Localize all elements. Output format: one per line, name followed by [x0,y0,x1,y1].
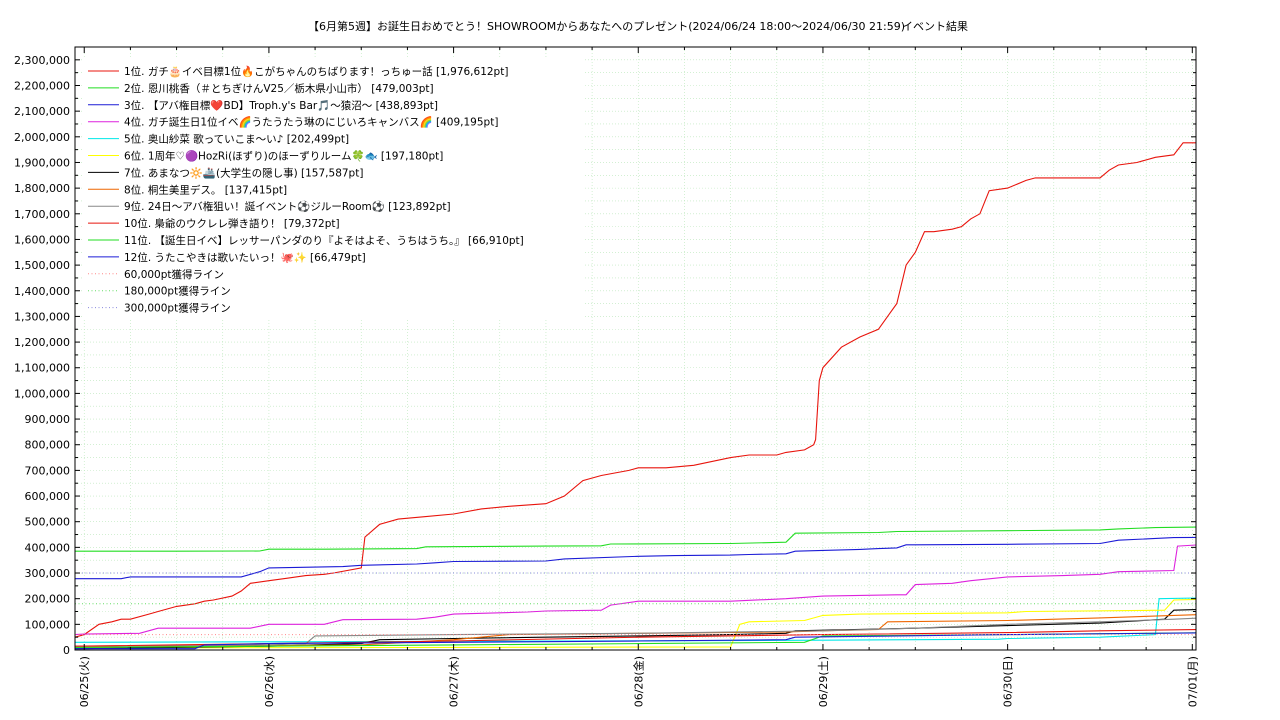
y-tick-label: 800,000 [25,439,71,452]
legend-label-10: 10位. 梟爺のウクレレ弾き語り！ [79,372pt] [124,217,340,230]
y-tick-label: 100,000 [25,618,71,631]
series-line-4 [74,544,1197,636]
series-line-2 [75,526,1197,552]
legend-label-1: 1位. ガチ🎂イベ目標1位🔥こがちゃんのちばります！っちゅー話 [1,976,6… [124,65,508,78]
legend-label-6: 6位. 1周年♡🟣HozRi(ほずり)のほーずりルーム🍀🐟 [197,180pt… [124,150,443,163]
legend-label-9: 9位. 24日〜アバ権狙い！誕イベント⚽ジルーRoom⚽ [123,892pt] [124,200,451,213]
y-tick-label: 1,000,000 [14,387,70,400]
x-axis: 06/25(火) 06/26(水) 06/27(木) 06/28(金) 06/29(土)… [78,47,1199,707]
y-tick-label: 2,300,000 [14,54,70,67]
chart-title: 【6月第5週】お誕生日おめでとう！SHOWROOMからあなたへのプレゼント(20… [308,19,905,33]
legend: 1位. ガチ🎂イベ目標1位🔥こがちゃんのちばります！っちゅー話 [1,976,6… [82,58,585,320]
y-axis: 0 100,000 200,000 300,000 400,000 500,000 600,… [14,46,1196,657]
y-tick-label: 1,700,000 [14,208,70,221]
legend-label-12: 12位. うたこやきは歌いたいっ！🐙✨ [66,479pt] [124,251,366,264]
legend-label-13: 60,000pt獲得ライン [124,268,224,281]
x-tick-label: 06/25(火) [78,656,91,707]
series-line-1 [74,142,1196,638]
legend-label-5: 5位. 奥山紗菜 歌っていこま〜い♪ [202,499pt] [124,133,349,146]
x-tick-label: 06/30(日) [1002,656,1015,707]
y-tick-label: 2,000,000 [14,131,70,144]
legend-label-7: 7位. あまなつ🔆🚢(大学生の隠し事) [157,587pt] [124,166,363,179]
y-tick-label: 0 [63,644,70,657]
plot-lines [74,142,1197,650]
y-tick-label: 500,000 [25,516,71,529]
y-tick-label: 700,000 [25,464,71,477]
legend-label-8: 8位. 桐生美里デス。 [137,415pt] [124,183,287,196]
legend-label-4: 4位. ガチ誕生日1位イベ🌈うたうたう琳のにじいろキャンバス🌈 [409,195… [124,116,498,129]
y-tick-label: 1,600,000 [14,233,70,246]
chart-subtitle: イベント結果 [902,19,968,33]
series-line-3 [75,536,1197,580]
legend-label-3: 3位. 【アバ権目標❤️BD】Troph.y's Bar🎵〜猿沼〜 [438,8… [124,99,438,112]
y-tick-label: 1,900,000 [14,156,70,169]
y-tick-label: 1,800,000 [14,182,70,195]
x-tick-label: 06/28(金) [631,656,645,707]
x-tick-label: 06/26(水) [263,656,276,707]
legend-label-14: 180,000pt獲得ライン [124,285,231,298]
y-tick-label: 1,400,000 [14,285,70,298]
legend-label-15: 300,000pt獲得ライン [124,302,231,315]
series-line-8 [74,614,1197,648]
y-tick-label: 1,300,000 [14,310,70,323]
y-tick-label: 2,200,000 [14,79,70,92]
y-tick-label: 200,000 [25,593,71,606]
y-tick-label: 600,000 [25,490,71,503]
y-tick-label: 1,500,000 [14,259,70,272]
y-tick-label: 1,100,000 [14,362,70,375]
series-line-12 [75,632,1197,650]
y-tick-label: 300,000 [25,567,71,580]
x-tick-label: 06/27(木) [448,656,461,707]
y-tick-label: 900,000 [25,413,71,426]
legend-label-2: 2位. 恩川桃香（＃とちぎけんV25／栃木県小山市） [479,003pt] [124,82,434,95]
y-tick-label: 1,200,000 [14,336,70,349]
x-tick-label: 07/01(月) [1186,656,1199,707]
x-tick-label: 06/29(土) [817,656,830,707]
plot-frame [74,46,1197,651]
legend-label-11: 11位. 【誕生日イベ】レッサーパンダのり『よそはよそ、うちはうち。』 [66,… [124,234,524,247]
legend-box [82,58,585,320]
y-tick-label: 2,100,000 [14,105,70,118]
series-line-6 [74,598,1197,649]
y-tick-label: 400,000 [25,541,71,554]
series-line-7 [74,609,1197,650]
